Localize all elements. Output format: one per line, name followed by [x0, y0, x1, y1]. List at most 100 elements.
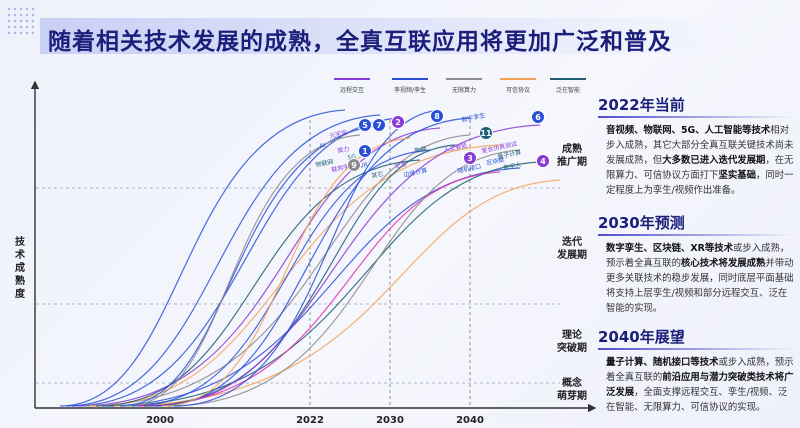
stage-label-line1: 理论	[562, 328, 583, 341]
technology-curve-14	[143, 144, 456, 407]
badge-circle	[463, 151, 477, 165]
badge-circle	[347, 158, 361, 172]
panel-heading: 2030年预测	[598, 212, 794, 236]
technology-label: 5G	[347, 153, 357, 162]
chart-legend: 远程交互 孪视频/孪生 无限算力 可信协议 泛在智能	[334, 78, 586, 94]
badge-circle	[536, 154, 550, 168]
technology-curves	[59, 109, 561, 407]
stage-label-line2: 突破期	[557, 341, 587, 354]
technology-curve-13	[137, 171, 501, 407]
page-title: 随着相关技术发展的成熟，全真互联应用将更加广泛和普及	[48, 29, 672, 55]
stage-lines	[36, 187, 560, 384]
axes	[30, 80, 597, 413]
year-gridlines	[309, 120, 471, 408]
badge-number: 7	[376, 121, 382, 130]
y-title-char: 度	[15, 287, 26, 300]
panel-heading: 2040年展望	[598, 326, 794, 350]
panel-text-segment: 数字孪生、区块链、XR等技术	[606, 243, 733, 254]
badge-circle	[358, 144, 372, 158]
badge-circle	[531, 110, 545, 124]
y-title-char: 技	[15, 235, 26, 248]
y-title-char: 术	[14, 248, 25, 261]
badge-circle	[358, 118, 372, 132]
technology-curve-16	[155, 117, 471, 407]
panel-text-segment: ，同时一定程度上为孪生/视频作出准备。	[606, 170, 794, 196]
panel-text-segment: 并带动更多关联技术的稳步发展，同时底层平面基础将支持上层孪生/视频和部分远程交互…	[606, 258, 794, 314]
panel-text-segment: 大多数已进入迭代发展期	[662, 155, 766, 166]
technology-curve-0	[59, 109, 346, 407]
badge-number: 4	[540, 157, 546, 166]
panel-body: 音视频、物联网、5G、人工智能等技术相对步入成熟，其它大部分全真互联关键技术尚未…	[598, 123, 794, 198]
panel-text-segment: 或步入成熟，预示着全真互联的	[606, 357, 794, 383]
technology-badges: 1 2 3 4 5 6 7 8 9 11	[347, 109, 550, 172]
technology-label: 全息	[394, 160, 407, 170]
stage-label-line1: 迭代	[562, 235, 582, 248]
title-background	[40, 18, 740, 54]
badge-circle	[391, 115, 405, 129]
technology-label: 人工智能	[443, 141, 468, 154]
decorative-dots	[6, 6, 34, 34]
legend-label: 无限算力	[452, 86, 476, 94]
x-tick-label: 2000	[146, 415, 174, 426]
technology-curve-4	[83, 134, 471, 407]
technology-curve-19	[173, 109, 441, 407]
technology-label: 边缘计算	[403, 166, 428, 179]
x-tick-label: 2030	[376, 415, 404, 426]
x-tick-labels: 2000 2022 2030 2040	[146, 415, 484, 426]
panel-2030: 2030年预测 数字孪生、区块链、XR等技术或步入成熟，预示着全真互联的核心技术…	[598, 212, 794, 316]
technology-label: 区块链	[486, 155, 505, 167]
panel-text-segment: ，在无限算力、可信协议方面打下	[606, 155, 794, 181]
badge-circle	[372, 118, 386, 132]
technology-curve-8	[107, 161, 541, 407]
technology-curve-11	[125, 134, 361, 407]
technology-curve-2	[71, 117, 401, 407]
panel-2022: 2022年当前 音视频、物联网、5G、人工智能等技术相对步入成熟，其它大部分全真…	[598, 94, 794, 198]
technology-curve-9	[113, 179, 561, 407]
panel-text-segment: 音视频、物联网、5G、人工智能等技术	[606, 125, 771, 136]
badge-number: 6	[535, 113, 541, 122]
y-title-char: 成	[15, 261, 25, 274]
technology-label: 数据	[414, 145, 427, 155]
badge-circle	[430, 109, 444, 123]
badge-number: 9	[351, 161, 357, 170]
badge-number: 3	[467, 154, 473, 163]
technology-curve-1	[65, 114, 381, 407]
y-title-char: 熟	[15, 274, 25, 287]
technology-label: 物联网	[315, 157, 334, 169]
technology-curve-6	[95, 159, 421, 407]
badge-number: 11	[480, 129, 492, 138]
panel-text-segment: ，全面支撑远程交互、孪生/视频、泛在智能、无限算力、可信协议的实现。	[606, 387, 788, 413]
panel-heading: 2022年当前	[598, 94, 794, 118]
technology-label: AI	[319, 142, 326, 150]
technology-label: VR	[359, 161, 369, 170]
technology-curve-15	[149, 124, 541, 407]
badge-circle	[479, 126, 493, 140]
technology-label: 其它	[371, 170, 384, 180]
stage-label-line2: 萌芽期	[557, 389, 587, 402]
technology-label: 算力	[337, 145, 350, 155]
panel-text-segment: 或步入成熟，预示着全真互联的	[606, 243, 790, 269]
panel-text-segment: 前沿应用与潜力突破类技术将广泛发展	[606, 372, 794, 398]
panel-text-segment: 坚实基础	[718, 170, 757, 181]
technology-label: 数字人	[503, 160, 522, 172]
technology-curve-12	[131, 149, 431, 407]
badge-number: 2	[395, 118, 401, 127]
badge-number: 8	[434, 112, 440, 121]
technology-label: 元宇宙	[329, 128, 348, 140]
stage-label-line1: 成熟	[562, 142, 582, 155]
legend-label: 泛在智能	[556, 86, 580, 94]
stage-label-line2: 推广期	[557, 155, 587, 168]
panel-text-segment: 量子计算、随机接口等技术	[606, 357, 719, 368]
panel-text-segment: 相对步入成熟，其它大部分全真互联关键技术尚未发展成熟，但	[606, 125, 794, 166]
x-tick-label: 2040	[456, 415, 484, 426]
stage-label-line1: 概念	[562, 376, 582, 389]
legend-label: 可信协议	[506, 86, 530, 94]
panel-body: 数字孪生、区块链、XR等技术或步入成熟，预示着全真互联的核心技术将发展成熟并带动…	[598, 241, 794, 316]
badge-number: 1	[362, 147, 368, 156]
x-tick-label: 2022	[296, 415, 324, 426]
legend-label: 孪视频/孪生	[394, 86, 426, 94]
panel-body: 量子计算、随机接口等技术或步入成熟，预示着全真互联的前沿应用与潜力突破类技术将广…	[598, 355, 794, 415]
